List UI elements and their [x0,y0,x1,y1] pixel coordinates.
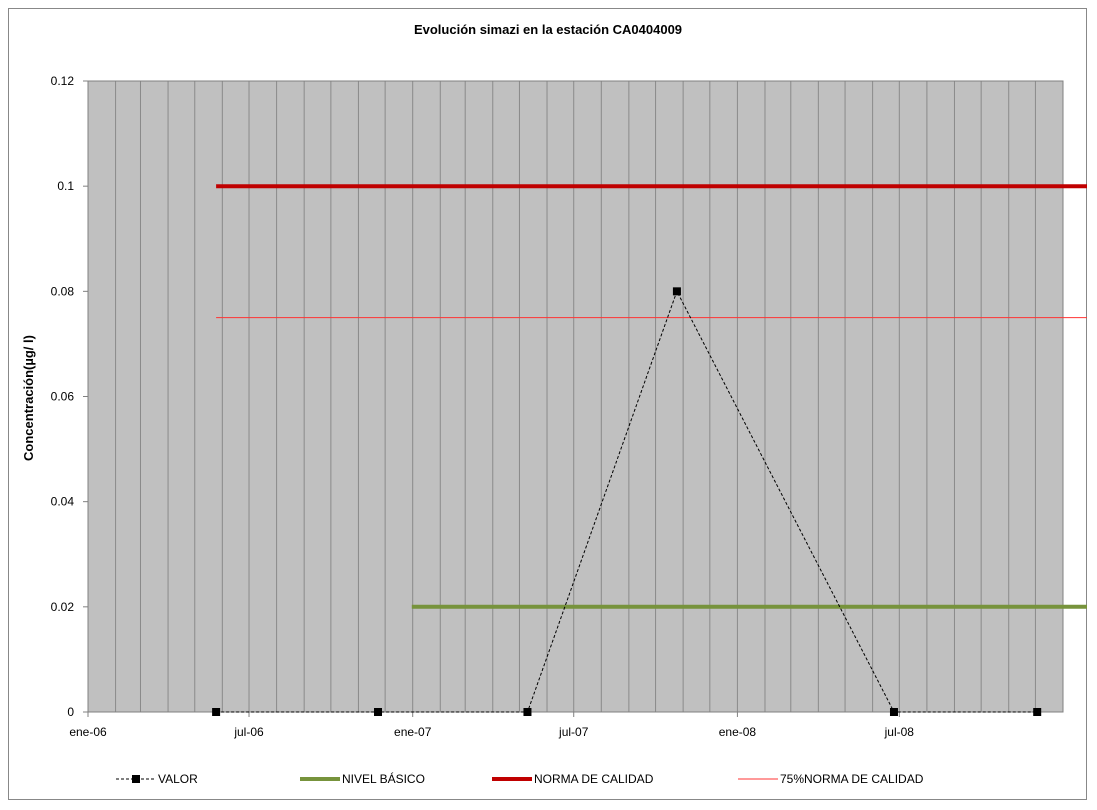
legend-label: NIVEL BÁSICO [342,771,425,786]
data-point [889,708,898,716]
legend-marker [132,775,140,783]
x-tick-label: ene-07 [394,725,432,739]
legend-label: NORMA DE CALIDAD [534,772,654,786]
x-tick-label: jul-08 [884,725,915,739]
y-tick-label: 0.02 [51,600,75,614]
data-point [672,287,681,296]
legend-label: VALOR [158,772,198,786]
y-tick-label: 0.08 [51,284,75,298]
x-tick-label: jul-06 [233,725,264,739]
legend: VALOR NIVEL BÁSICO NORMA DE CALIDAD 75%NORM… [116,771,924,786]
y-tick-label: 0.06 [51,390,75,404]
data-point [374,708,383,716]
y-tick-label: 0 [67,705,74,719]
data-point [1033,708,1042,716]
x-tick-label: ene-06 [69,725,107,739]
legend-label: 75%NORMA DE CALIDAD [780,772,924,786]
y-tick-label: 0.1 [57,179,74,193]
chart-title: Evolución simazi en la estación CA040400… [414,22,682,37]
x-tick-label: jul-07 [558,725,589,739]
y-tick-label: 0.12 [51,74,75,88]
series-line-valor [216,290,1038,713]
y-axis-label: Concentración(µg/ l) [21,335,36,461]
y-tick-label: 0.04 [51,495,75,509]
data-point [212,708,221,716]
x-tick-label: ene-08 [719,725,757,739]
plot-area: 0 0.02 0.04 0.06 0.08 0.1 0.12 ene-06 jul-06 ene-… [51,74,1087,739]
plot-background [88,81,1063,712]
data-point [523,708,532,716]
